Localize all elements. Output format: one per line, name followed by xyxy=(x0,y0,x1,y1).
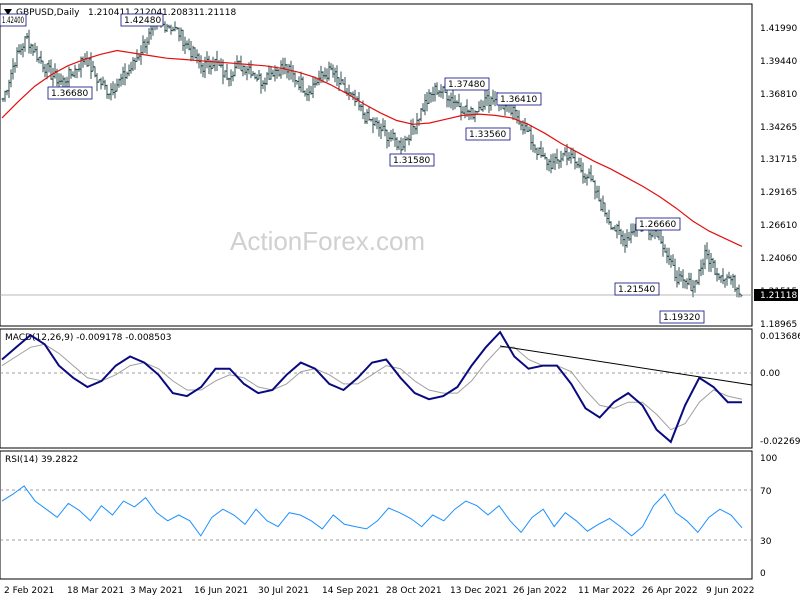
rsi-y-tick: 70 xyxy=(760,487,772,497)
macd-y-tick: 0.013686 xyxy=(760,332,800,342)
x-tick-label: 13 Dec 2021 xyxy=(450,586,508,596)
rsi-y-tick: 100 xyxy=(760,454,777,464)
macd-main-line xyxy=(1,330,742,444)
current-price-label: 1.21118 xyxy=(760,291,797,301)
x-tick-label: 28 Oct 2021 xyxy=(386,586,442,596)
price-y-axis: 1.41990 1.39440 1.36810 1.34265 1.31715 … xyxy=(754,24,798,330)
rsi-title: RSI(14) 39.2822 xyxy=(5,455,78,465)
y-tick-label: 1.18965 xyxy=(760,320,797,330)
x-tick-label: 2 Feb 2021 xyxy=(4,586,54,596)
x-tick-label: 26 Apr 2022 xyxy=(642,586,698,596)
x-axis: 2 Feb 2021 18 Mar 2021 3 May 2021 16 Jun… xyxy=(4,586,754,596)
macd-title: MACD(12,26,9) -0.009178 -0.008503 xyxy=(5,333,171,343)
x-tick-label: 3 May 2021 xyxy=(130,586,183,596)
annotation-box: 1.36680 xyxy=(47,86,93,100)
price-pane-frame xyxy=(0,3,753,327)
macd-signal-line xyxy=(1,343,743,431)
rsi-line xyxy=(1,485,743,537)
annotation-label: 1.42400 xyxy=(2,16,24,26)
x-tick-label: 11 Mar 2022 xyxy=(578,586,635,596)
annotation-label: 1.36410 xyxy=(500,95,537,105)
annotation-box: 1.42400 xyxy=(0,13,27,27)
annotation-label: 1.21540 xyxy=(618,285,655,295)
rsi-pane-frame xyxy=(0,450,753,580)
macd-pane-frame xyxy=(0,328,753,449)
annotation-label: 1.31580 xyxy=(393,156,430,166)
chart-header: GBPUSD,Daily 1.21041 1.21204 1.20831 1.2… xyxy=(4,8,236,18)
chart-title: GBPUSD,Daily xyxy=(16,8,80,18)
annotation-label: 1.42480 xyxy=(124,16,161,26)
macd-y-tick: 0.00 xyxy=(760,369,780,379)
ohlc-bar xyxy=(739,293,743,298)
annotation-box: 1.36410 xyxy=(496,92,542,106)
price-bars xyxy=(1,13,743,298)
y-tick-label: 1.34265 xyxy=(760,123,797,133)
y-tick-label: 1.29165 xyxy=(760,188,797,198)
annotation-label: 1.26660 xyxy=(639,220,676,230)
x-tick-label: 9 Jun 2022 xyxy=(706,586,754,596)
rsi-y-tick: 30 xyxy=(760,537,772,547)
annotation-box: 1.33560 xyxy=(465,127,511,141)
macd-trendline xyxy=(499,345,753,386)
moving-average-line xyxy=(1,49,743,247)
dropdown-triangle-icon[interactable] xyxy=(4,9,12,15)
rsi-y-tick: 0 xyxy=(760,569,766,579)
annotation-box: 1.31580 xyxy=(389,153,435,167)
x-tick-label: 26 Jan 2022 xyxy=(513,586,567,596)
annotation-label: 1.33560 xyxy=(469,130,506,140)
macd-y-tick: -0.022698 xyxy=(760,437,800,447)
ohlc-low: 1.20831 xyxy=(162,8,199,18)
x-tick-label: 14 Sep 2021 xyxy=(322,586,379,596)
annotation-box: 1.37480 xyxy=(444,77,490,91)
annotation-label: 1.19320 xyxy=(663,313,700,323)
x-tick-label: 30 Jul 2021 xyxy=(258,586,309,596)
y-tick-label: 1.26610 xyxy=(760,221,797,231)
ohlc-high: 1.21204 xyxy=(125,8,162,18)
y-tick-label: 1.24060 xyxy=(760,254,797,264)
annotation-box: 1.26660 xyxy=(635,217,681,231)
y-tick-label: 1.31715 xyxy=(760,155,797,165)
x-tick-label: 16 Jun 2021 xyxy=(194,586,248,596)
price-annotations: 1.42400 1.42480 1.36680 1.37480 1.36410 … xyxy=(0,13,705,324)
y-tick-label: 1.41990 xyxy=(760,24,797,34)
annotation-box: 1.42480 xyxy=(120,13,164,27)
current-price-tag xyxy=(754,289,798,301)
annotation-label: 1.37480 xyxy=(448,80,485,90)
annotation-label: 1.36680 xyxy=(51,89,88,99)
ohlc-open: 1.21041 xyxy=(88,8,125,18)
ohlc-close: 1.21118 xyxy=(199,8,236,18)
y-tick-label: 1.39440 xyxy=(760,57,797,67)
annotation-box: 1.19320 xyxy=(659,310,705,324)
x-tick-label: 18 Mar 2021 xyxy=(67,586,124,596)
y-tick-label: 1.36810 xyxy=(760,90,797,100)
annotation-box: 1.21540 xyxy=(614,282,660,296)
watermark: ActionForex.com xyxy=(230,226,425,256)
